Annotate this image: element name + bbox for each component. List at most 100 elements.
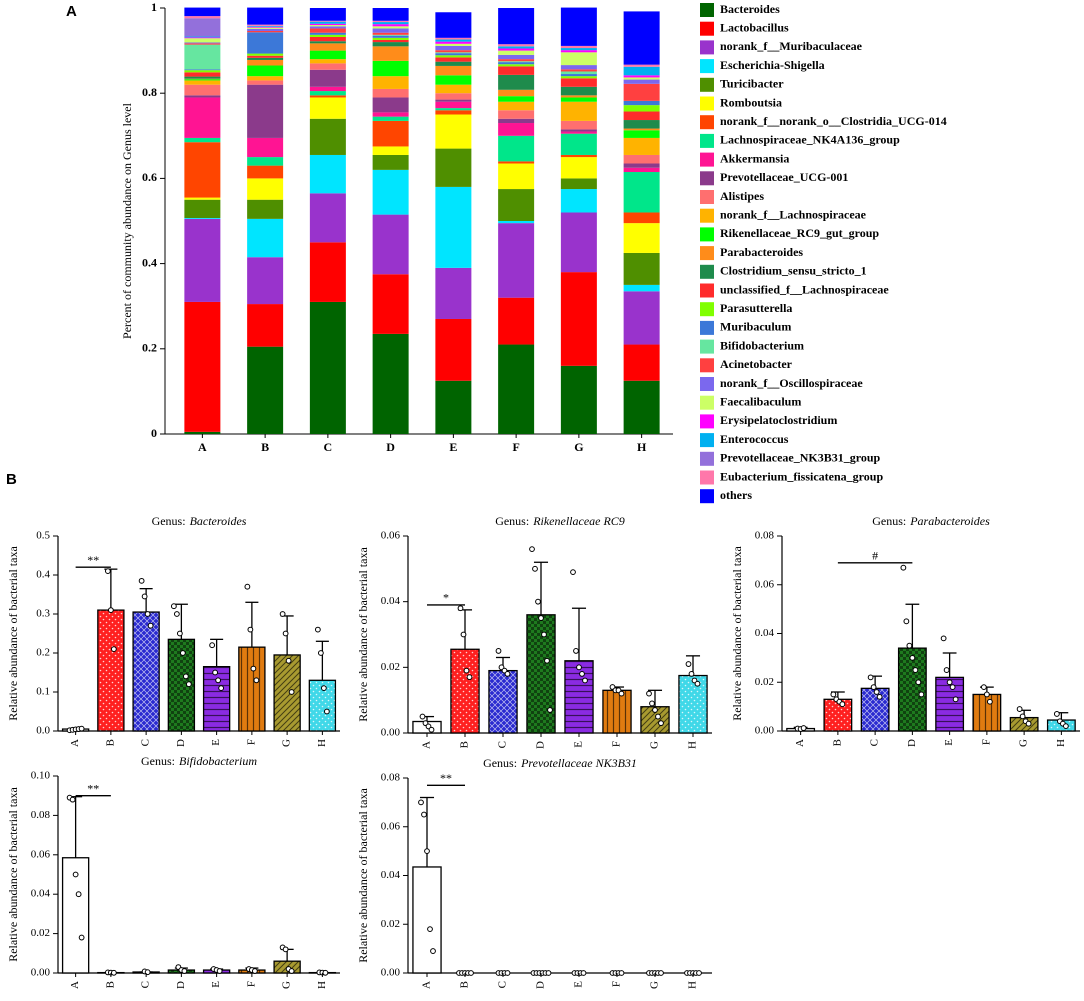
bar-segment <box>498 54 535 60</box>
bar-segment <box>623 64 660 67</box>
bar-segment <box>309 86 346 92</box>
legend-swatch <box>700 377 714 391</box>
bar <box>602 689 632 734</box>
bar-segment <box>247 199 284 219</box>
data-point <box>940 635 947 642</box>
y-tick-label: 0.0 <box>36 725 50 737</box>
bar-segment <box>184 95 221 98</box>
y-axis-label: Relative abundance of bacterial taxa <box>356 547 370 722</box>
legend-swatch <box>700 115 714 130</box>
x-tick-label: A <box>69 739 81 747</box>
data-point <box>580 970 587 976</box>
bar-segment <box>623 163 660 168</box>
bar-segment <box>435 41 472 44</box>
bar-segment <box>498 96 535 102</box>
legend-label: Bacteroides <box>720 2 780 16</box>
bar-segment <box>560 365 597 434</box>
data-point <box>952 696 959 703</box>
data-point <box>618 690 625 697</box>
bar-segment <box>560 45 597 49</box>
chart-title-prefix: Genus: <box>495 514 529 528</box>
bar-segment <box>435 45 472 51</box>
data-point <box>906 642 913 649</box>
bar-segment <box>309 36 346 42</box>
data-point <box>1025 720 1032 727</box>
bar-segment <box>247 25 284 27</box>
legend-swatch <box>700 133 714 148</box>
bar-segment <box>309 301 346 434</box>
data-point <box>541 631 547 638</box>
x-tick-label: E <box>210 739 222 746</box>
bar-segment <box>623 172 660 213</box>
y-axis-label: Relative abundance of bacterial taxa <box>356 788 370 963</box>
bar-segment <box>309 95 346 98</box>
legend-label: Escherichia-Shigella <box>720 58 825 72</box>
data-point <box>547 707 553 713</box>
data-point <box>285 657 292 664</box>
legend-label: Prevotellaceae_UCG-001 <box>720 170 848 184</box>
bar-segment <box>309 97 346 119</box>
x-tick-label: F <box>980 739 992 745</box>
bar-segment <box>498 223 535 298</box>
bar-segment <box>184 16 221 19</box>
bar-segment <box>309 8 346 21</box>
data-point <box>218 685 225 691</box>
x-tick-label: F <box>245 739 257 745</box>
bar <box>450 648 480 734</box>
x-tick-label: D <box>175 739 187 747</box>
bar-segment <box>247 218 284 258</box>
x-tick-label: A <box>198 440 207 454</box>
legend-swatch <box>700 77 714 92</box>
y-axis-label: Relative abundance of bacterial taxa <box>6 546 20 721</box>
y-tick-label: 0.08 <box>381 772 401 784</box>
x-tick-label: C <box>140 739 152 746</box>
bar-segment <box>247 57 284 60</box>
bar-segment <box>372 214 409 275</box>
bar-segment <box>184 431 221 434</box>
data-point <box>209 642 216 649</box>
legend-swatch <box>700 433 714 448</box>
bar-segment <box>247 346 284 434</box>
legend-swatch <box>700 339 714 354</box>
bar-segment <box>623 380 660 434</box>
data-point <box>949 684 956 691</box>
data-point <box>279 611 286 617</box>
bar-segment <box>309 26 346 29</box>
legend-swatch <box>700 171 714 186</box>
data-point <box>946 679 953 686</box>
bar-segment <box>498 66 535 75</box>
bar-segment <box>309 20 346 22</box>
y-tick-label: 0.00 <box>31 967 51 979</box>
bar-segment <box>309 43 346 51</box>
chart-title: Genus: Bifidobacterium <box>141 754 257 768</box>
bar-segment <box>498 135 535 162</box>
bar-segment <box>247 257 284 305</box>
data-point <box>504 970 511 976</box>
bar-segment <box>309 242 346 302</box>
legend-label: Muribaculum <box>720 320 791 334</box>
bar-segment <box>435 148 472 187</box>
bar-segment <box>623 212 660 224</box>
significance-label: ** <box>87 781 99 795</box>
x-tick-label: A <box>421 741 433 749</box>
bar-segment <box>184 69 221 71</box>
data-point <box>535 598 541 605</box>
data-point <box>655 713 661 720</box>
data-point <box>1019 713 1026 720</box>
panel-label: A <box>66 3 77 20</box>
data-point <box>69 796 76 803</box>
legend-label: norank_f__norank_o__Clostridia_UCG-014 <box>720 114 947 128</box>
bar-segment <box>309 25 346 27</box>
legend-label: Clostridium_sensu_stricto_1 <box>720 264 867 278</box>
legend-label: Prevotellaceae_NK3B31_group <box>720 451 881 465</box>
bar-segment <box>309 63 346 70</box>
data-point <box>468 970 474 976</box>
data-point <box>78 934 85 941</box>
data-point <box>457 605 464 612</box>
data-point <box>915 679 922 686</box>
data-point <box>538 615 544 621</box>
data-point <box>696 970 702 976</box>
legend-swatch <box>700 320 714 335</box>
data-point <box>176 630 183 637</box>
